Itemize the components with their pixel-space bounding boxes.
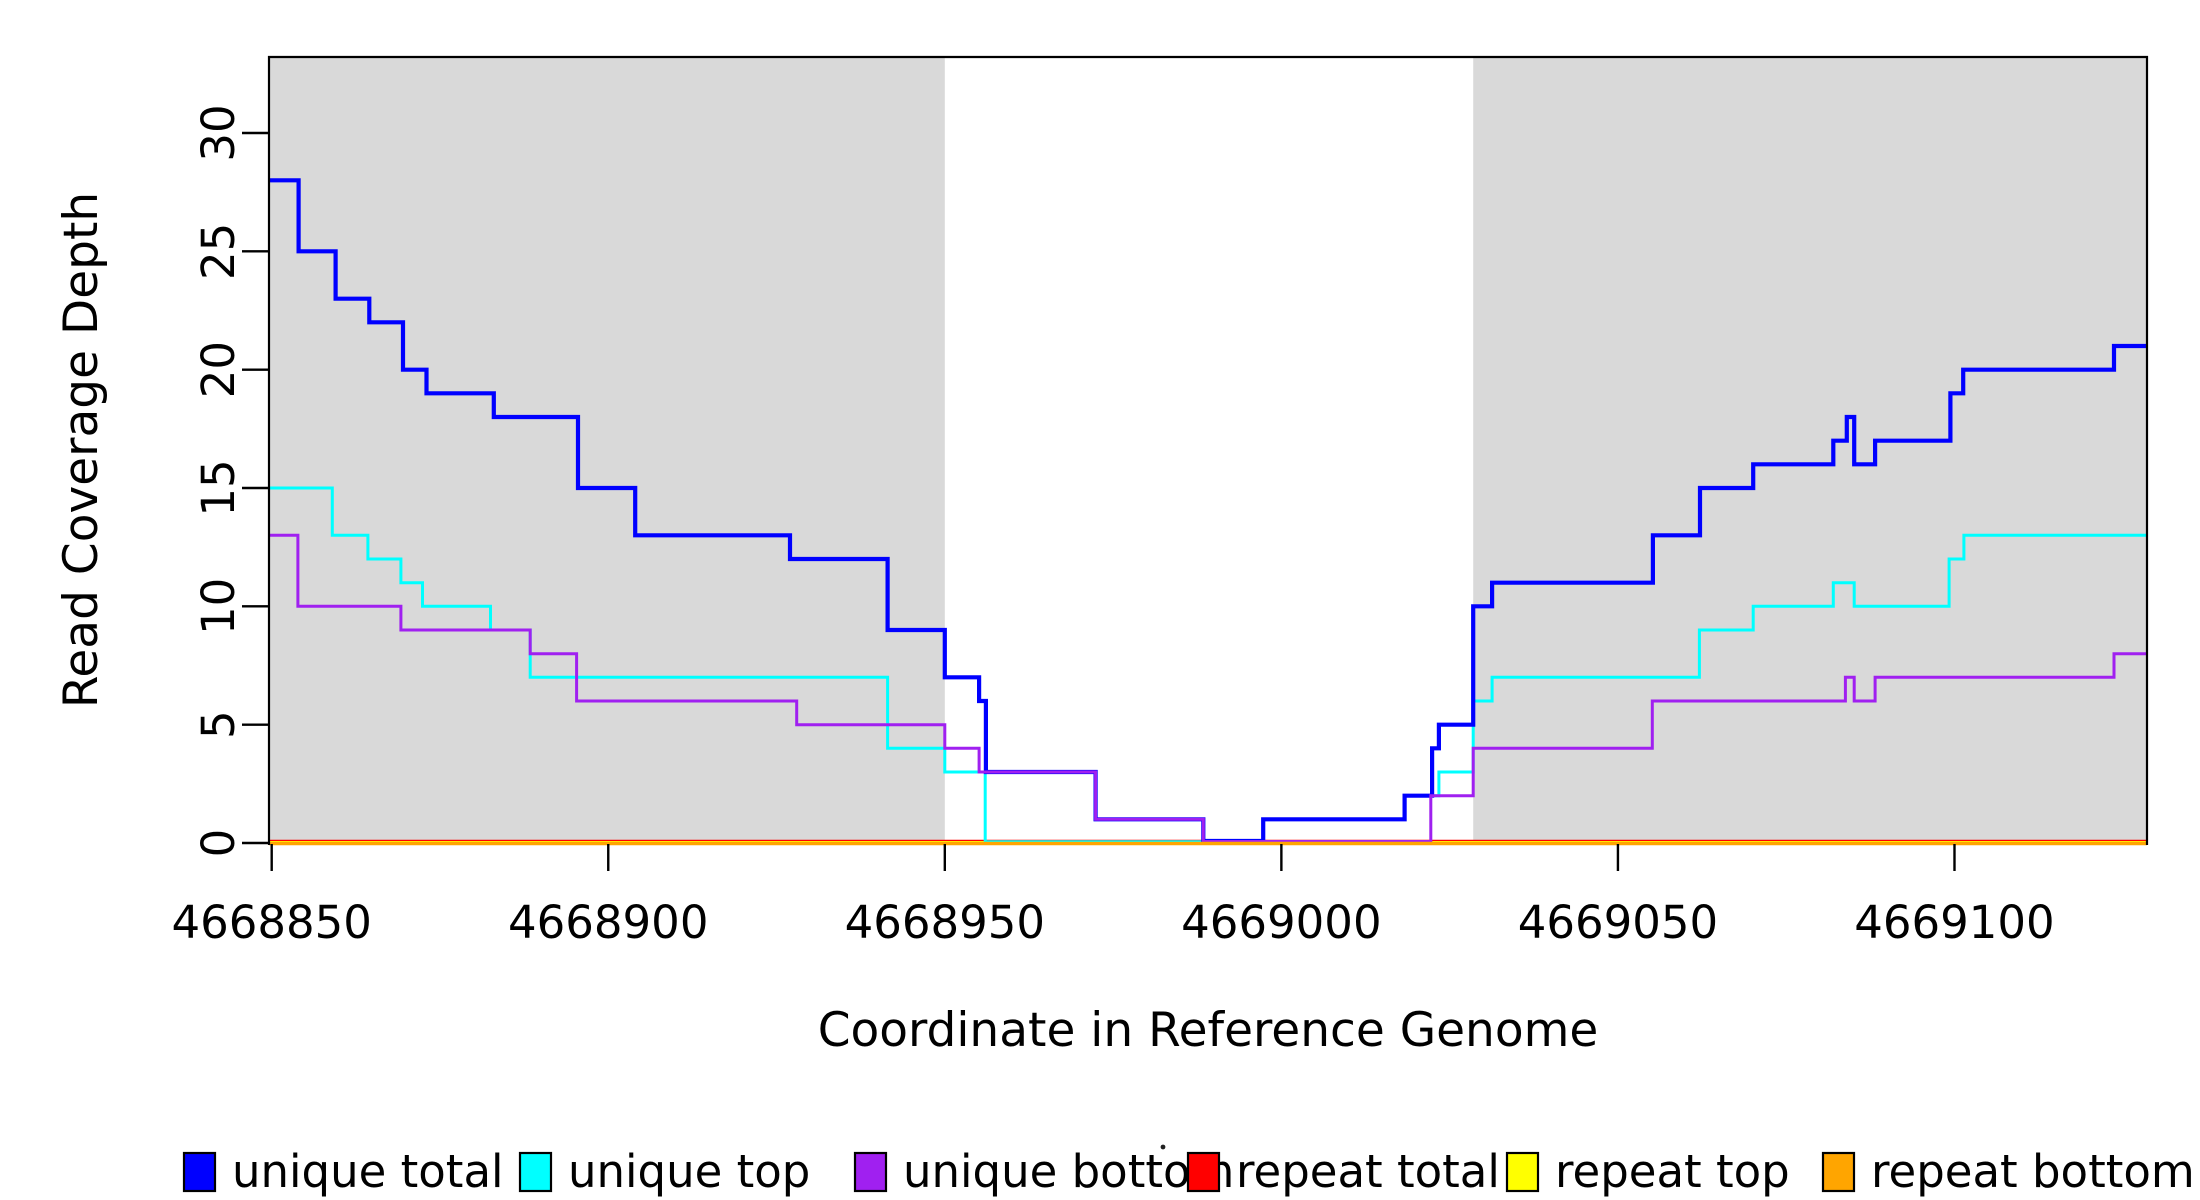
y-tick-label-30: 30: [192, 104, 245, 161]
legend-label-repeat-top: repeat top: [1555, 1145, 1790, 1198]
y-tick-label-5: 5: [192, 710, 245, 739]
legend-swatch-unique-bottom: [853, 1151, 888, 1193]
series-line-unique-bottom: [269, 533, 2147, 843]
legend-label-unique-bottom: unique bottom: [903, 1145, 1234, 1198]
legend-item-unique-bottom: unique bottom: [853, 1145, 1234, 1198]
legend-swatch-repeat-bottom: [1821, 1151, 1856, 1193]
legend-label-repeat-total: repeat total: [1236, 1145, 1500, 1198]
x-tick-label-4668850: 4668850: [171, 896, 371, 949]
plot-box: [267, 55, 2149, 845]
legend-item-repeat-top: repeat top: [1505, 1145, 1790, 1198]
shaded-region-left: [269, 57, 945, 843]
legend-label-unique-total: unique total: [232, 1145, 504, 1198]
y-tick-label-20: 20: [192, 341, 245, 398]
stray-dot-artifact: [1160, 1144, 1166, 1150]
y-tick-label-25: 25: [192, 223, 245, 280]
legend-item-unique-total: unique total: [182, 1145, 504, 1198]
y-tick-label-10: 10: [192, 578, 245, 635]
y-tick-label-0: 0: [192, 829, 245, 858]
legend-item-repeat-total: repeat total: [1186, 1145, 1500, 1198]
y-tick-label-15: 15: [192, 459, 245, 516]
x-tick-label-4669000: 4669000: [1181, 896, 1381, 949]
x-axis-title: Coordinate in Reference Genome: [818, 1003, 1599, 1058]
series-line-unique-total: [269, 178, 2147, 844]
legend-item-unique-top: unique top: [518, 1145, 810, 1198]
legend-label-repeat-bottom: repeat bottom: [1871, 1145, 2195, 1198]
x-tick-label-4668950: 4668950: [845, 896, 1045, 949]
x-tick-label-4669050: 4669050: [1518, 896, 1718, 949]
legend-swatch-repeat-top: [1505, 1151, 1540, 1193]
legend-swatch-unique-total: [182, 1151, 217, 1193]
x-tick-label-4668900: 4668900: [508, 896, 708, 949]
legend-label-unique-top: unique top: [568, 1145, 810, 1198]
y-axis-title: Read Coverage Depth: [54, 192, 109, 708]
legend-swatch-unique-top: [518, 1151, 553, 1193]
legend-item-repeat-bottom: repeat bottom: [1821, 1145, 2195, 1198]
legend-swatch-repeat-total: [1186, 1151, 1221, 1193]
x-tick-label-4669100: 4669100: [1854, 896, 2054, 949]
shaded-region-right: [1473, 57, 2147, 843]
